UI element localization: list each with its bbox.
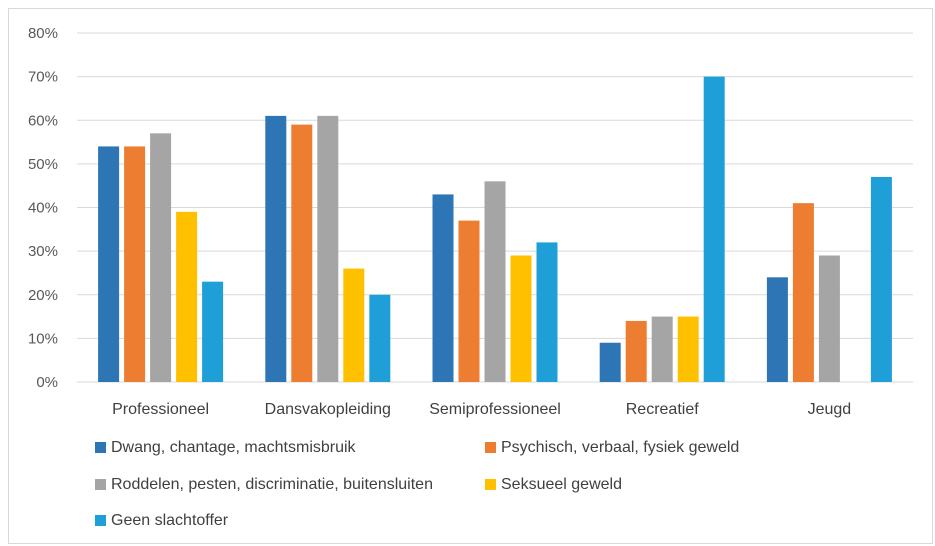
- legend-label: Seksueel geweld: [501, 476, 622, 493]
- bar: [651, 316, 673, 382]
- y-tick-label: 30%: [28, 243, 58, 260]
- x-category-label: Semiprofessioneel: [429, 401, 561, 418]
- bar: [510, 255, 532, 382]
- bar: [98, 146, 120, 382]
- bar: [458, 220, 480, 382]
- y-tick-label: 50%: [28, 156, 58, 173]
- bar: [818, 255, 840, 382]
- x-axis-categories: Professioneel Dansvakopleiding Semiprofess…: [112, 401, 851, 418]
- y-tick-label: 40%: [28, 200, 58, 217]
- bar: [291, 124, 313, 383]
- y-tick-label: 20%: [28, 287, 58, 304]
- bar: [625, 320, 647, 382]
- bar: [792, 203, 814, 382]
- bars: [98, 76, 892, 383]
- legend-swatch: [95, 442, 106, 453]
- bar: [432, 194, 454, 382]
- legend-label: Geen slachtoffer: [111, 512, 229, 529]
- legend-swatch: [95, 479, 106, 490]
- bar: [176, 211, 198, 382]
- x-category-label: Professioneel: [112, 401, 209, 418]
- legend: Dwang, chantage, machtsmisbruik Psychisch…: [95, 439, 739, 529]
- x-category-label: Dansvakopleiding: [265, 401, 391, 418]
- bar: [870, 176, 892, 382]
- x-category-label: Recreatief: [626, 401, 699, 418]
- bar: [766, 277, 788, 382]
- legend-label: Psychisch, verbaal, fysiek geweld: [501, 439, 739, 456]
- bar: [703, 76, 725, 382]
- legend-label: Dwang, chantage, machtsmisbruik: [111, 439, 357, 456]
- y-tick-label: 60%: [28, 112, 58, 129]
- y-tick-label: 80%: [28, 25, 58, 42]
- legend-label: Roddelen, pesten, discriminatie, buitens…: [111, 476, 433, 493]
- bar: [484, 181, 506, 382]
- bar: [343, 268, 365, 382]
- y-tick-label: 70%: [28, 69, 58, 86]
- bar: [265, 115, 287, 382]
- legend-swatch: [485, 442, 496, 453]
- bar: [677, 316, 699, 382]
- bar: [317, 115, 339, 382]
- bar: [599, 342, 621, 382]
- y-axis-ticks: 0% 10% 20% 30% 40% 50% 60% 70% 80%: [28, 25, 58, 391]
- legend-swatch: [485, 479, 496, 490]
- y-tick-label: 10%: [28, 330, 58, 347]
- legend-swatch: [95, 515, 106, 526]
- bar: [202, 281, 224, 382]
- bar: [369, 294, 391, 382]
- bar: [150, 133, 172, 382]
- bar: [124, 146, 146, 382]
- y-tick-label: 0%: [36, 374, 58, 391]
- x-category-label: Jeugd: [808, 401, 852, 418]
- bar: [536, 242, 558, 382]
